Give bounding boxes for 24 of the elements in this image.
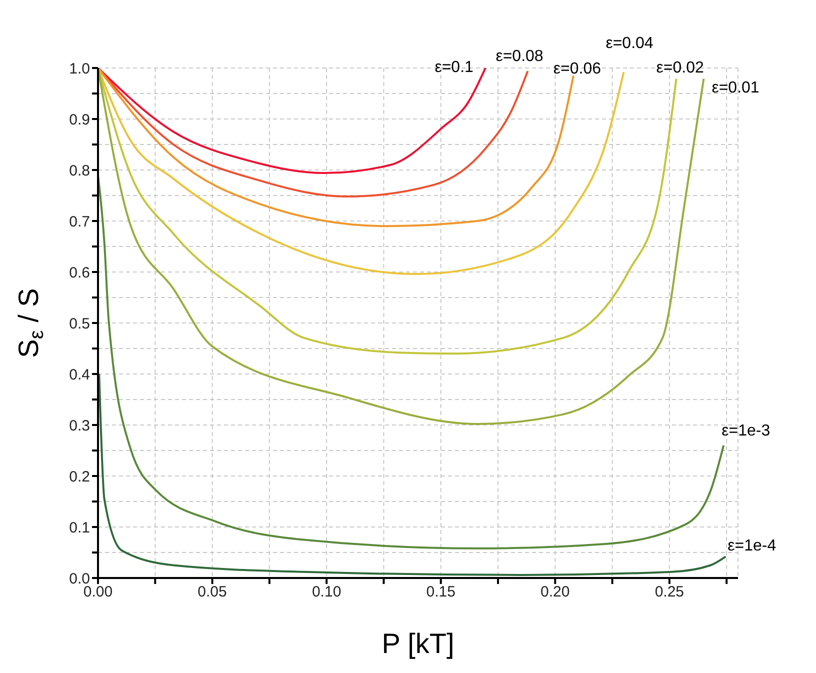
annotation: ε=1e-4 [728, 538, 776, 555]
annotation: ε=0.1 [434, 59, 474, 76]
y-tick-label: 0.5 [69, 315, 90, 332]
x-tick-label: 0.15 [426, 584, 456, 601]
y-tick-label: 0.8 [69, 162, 90, 180]
x-tick-label: 0.05 [198, 584, 227, 601]
annotation: ε=0.02 [656, 60, 704, 77]
annotation: ε=0.04 [606, 35, 654, 52]
y-tick-label: 0.1 [69, 519, 90, 536]
x-tick-label: 0.20 [540, 584, 570, 601]
x-tick-label: 0.10 [312, 584, 342, 601]
y-tick-label: 0.9 [69, 111, 90, 128]
x-tick-label: 0.25 [654, 584, 684, 601]
y-tick-label: 0.6 [69, 264, 90, 282]
x-axis-title: P [kT] [382, 628, 454, 659]
y-tick-label: 1.0 [69, 60, 90, 78]
annotation: ε=0.06 [553, 60, 602, 78]
annotation: ε=0.01 [712, 80, 760, 97]
y-tick-label: 0.7 [69, 213, 90, 230]
annotation: ε=1e-3 [722, 422, 770, 440]
annotation: ε=0.08 [496, 48, 544, 66]
y-tick-label: 0.2 [69, 468, 90, 486]
y-tick-label: 0.4 [69, 366, 90, 384]
y-tick-label: 0.3 [69, 417, 90, 434]
